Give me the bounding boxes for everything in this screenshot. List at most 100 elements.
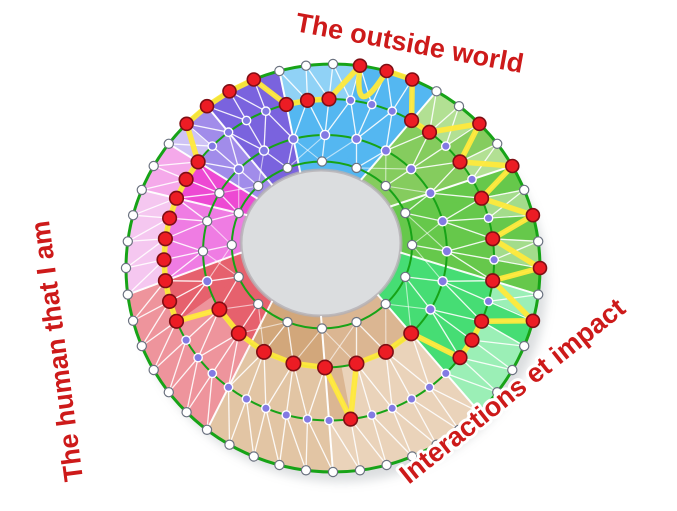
sector-wedge-tan-dark: [228, 351, 279, 457]
web-line: [306, 418, 334, 473]
ring3-node: [483, 296, 494, 307]
web-line: [207, 212, 239, 222]
web-line: [175, 280, 208, 322]
outer-node: [354, 465, 366, 476]
inner-node: [282, 316, 293, 328]
web-line: [410, 333, 431, 388]
outer-node: [533, 289, 544, 300]
sector-wedge-green-bright: [459, 339, 513, 393]
web-line: [459, 357, 498, 393]
value-node-ring3: [452, 154, 468, 170]
outer-node: [507, 364, 518, 376]
value-node-ring3: [474, 190, 490, 206]
value-node-ring2: [211, 301, 228, 318]
value-node-ring2: [348, 355, 365, 372]
value-node-ring3: [299, 92, 316, 108]
web-line: [328, 420, 361, 471]
inner-node: [406, 239, 418, 251]
web-line: [488, 214, 533, 219]
web-line: [371, 414, 388, 466]
value-node-ring3: [404, 112, 420, 129]
outer-node: [181, 407, 192, 418]
outer-node: [127, 209, 139, 221]
value-node-outer: [504, 158, 520, 174]
web-line: [265, 408, 281, 466]
value-node-ring2: [230, 325, 247, 342]
ring2-node: [437, 275, 449, 287]
outer-node: [431, 439, 442, 450]
web-line: [349, 100, 358, 140]
web-line: [227, 333, 240, 388]
ring2-node: [437, 215, 449, 227]
outer-node: [136, 340, 147, 352]
web-line: [132, 280, 166, 322]
outer-node: [453, 424, 465, 435]
sector-wedge-green-bright: [377, 287, 461, 374]
ring3-node: [241, 394, 252, 404]
sector-wedge-blue: [305, 64, 334, 101]
sector-wedge-green-bright: [390, 270, 482, 341]
web-line: [430, 308, 482, 322]
sector-wedge-red: [227, 287, 265, 334]
sector-wedge-green-mid: [394, 197, 489, 225]
sector-wedge-green-light: [411, 90, 460, 133]
web-line: [350, 418, 388, 466]
value-node-outer: [404, 72, 420, 87]
outer-node: [148, 364, 159, 376]
web-line: [287, 134, 326, 169]
sector-wedge-tan-dark: [206, 343, 265, 446]
value-node-outer: [379, 63, 394, 79]
outer-node: [163, 387, 174, 398]
web-line: [197, 309, 220, 358]
outer-node: [201, 424, 213, 435]
web-line: [257, 150, 265, 187]
sector-wedge-tan-light: [385, 343, 460, 446]
web-line: [355, 363, 373, 416]
ring2-node: [425, 187, 436, 199]
value-node-ring3: [168, 190, 185, 206]
outer-node: [163, 138, 174, 149]
ring3-node: [440, 141, 451, 152]
web-line: [385, 131, 430, 152]
sector-wedge-tan-light: [360, 300, 400, 353]
outer-node: [300, 465, 312, 476]
value-node-outer: [525, 207, 541, 223]
sector-wedge-green-mid: [390, 165, 525, 216]
web-line: [442, 280, 483, 322]
web-line: [186, 373, 213, 413]
web-line: [355, 363, 393, 409]
ring3-node: [181, 335, 192, 345]
outer-node: [519, 184, 530, 196]
web-line: [471, 339, 513, 371]
value-node-ring3: [278, 96, 294, 113]
inner-node: [253, 180, 264, 192]
web-line: [168, 357, 199, 393]
web-line: [206, 300, 274, 431]
web-line: [320, 315, 334, 473]
web-line: [404, 276, 412, 334]
sector-wedge-green-mid: [400, 242, 540, 296]
web-line: [228, 131, 265, 152]
sector-wedge-pink-bright: [185, 161, 258, 207]
sector-wedge-pink-light: [169, 197, 248, 225]
outer-node: [274, 459, 285, 471]
value-node-ring3: [485, 231, 501, 247]
web-line: [278, 70, 302, 173]
value-node-ring2: [403, 325, 420, 342]
value-node-outer: [532, 260, 548, 276]
outer-node: [224, 439, 235, 450]
outer-node: [122, 236, 134, 247]
web-line: [355, 104, 373, 140]
ring3-node: [387, 403, 398, 414]
outer-node: [407, 451, 418, 462]
web-line: [446, 250, 494, 282]
sector-wedge-green-light: [360, 120, 431, 186]
web-line: [206, 105, 274, 186]
web-line: [127, 217, 170, 242]
inner-node: [351, 316, 362, 328]
web-line: [153, 339, 187, 371]
web-line: [400, 251, 539, 296]
outer-node: [136, 184, 147, 196]
web-line: [429, 309, 461, 358]
